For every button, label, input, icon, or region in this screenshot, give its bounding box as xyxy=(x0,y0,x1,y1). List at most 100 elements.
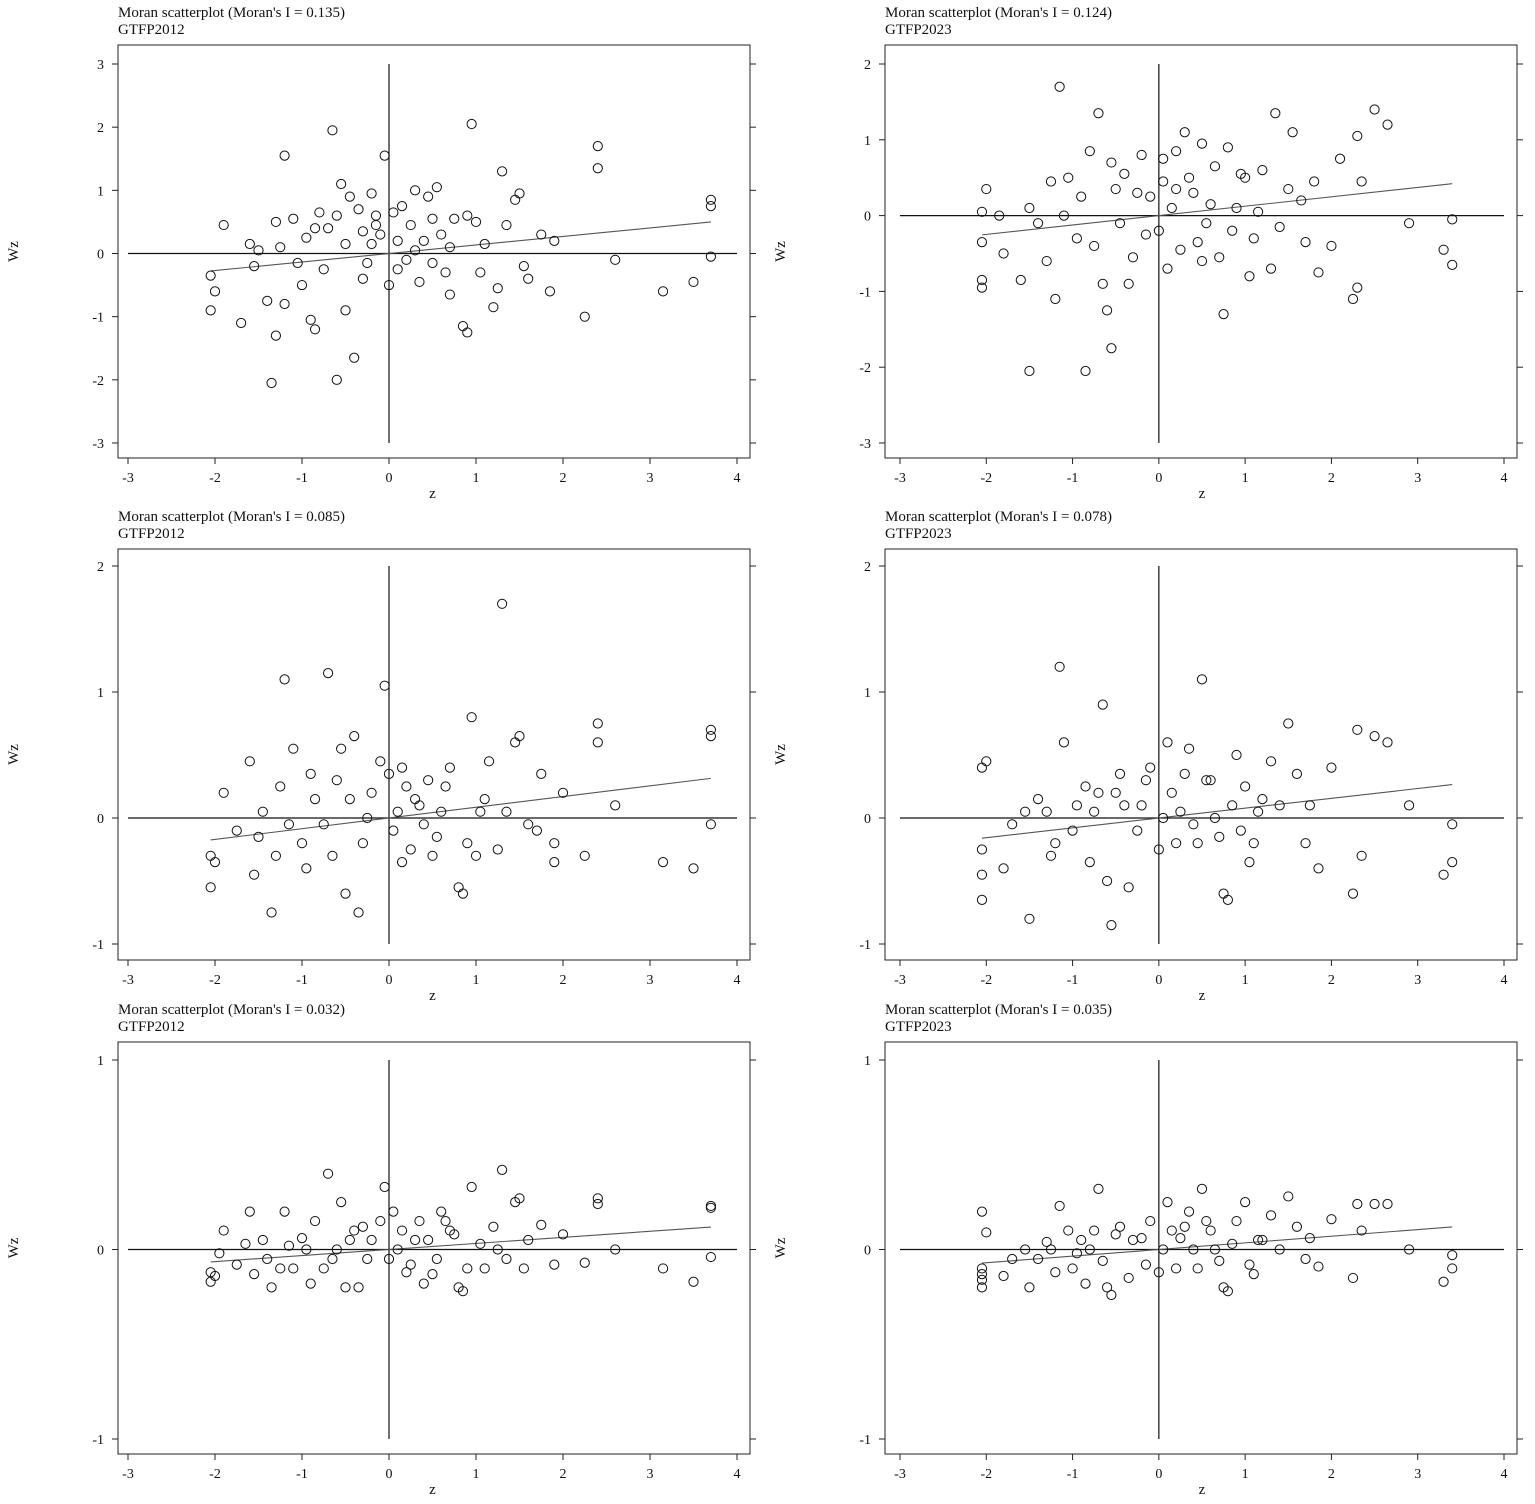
data-point xyxy=(405,219,416,231)
data-point xyxy=(981,183,992,195)
data-point xyxy=(1041,1236,1052,1248)
data-point xyxy=(1007,819,1018,830)
data-point xyxy=(327,125,338,136)
y-tick-label: 2 xyxy=(97,121,104,136)
data-point xyxy=(1106,157,1117,168)
data-point xyxy=(218,1225,229,1236)
data-point xyxy=(1240,1197,1251,1208)
data-point xyxy=(1274,1244,1285,1255)
data-point xyxy=(475,1238,486,1249)
data-point xyxy=(1140,1259,1152,1270)
data-point xyxy=(296,838,308,849)
data-point xyxy=(436,229,447,240)
data-point xyxy=(1123,882,1134,893)
data-point xyxy=(1032,794,1044,805)
data-point xyxy=(301,863,312,874)
y-axis-label: Wz xyxy=(773,241,789,262)
data-point xyxy=(1252,806,1264,817)
data-point xyxy=(1218,888,1229,899)
data-point xyxy=(536,229,547,240)
data-point xyxy=(340,888,351,899)
data-point xyxy=(1106,1289,1117,1301)
data-point xyxy=(1352,724,1363,735)
data-point xyxy=(344,794,355,805)
data-point xyxy=(318,264,329,275)
data-point xyxy=(440,781,451,792)
data-point xyxy=(657,857,669,868)
data-point xyxy=(366,787,377,798)
data-point xyxy=(410,794,421,805)
data-point xyxy=(1132,825,1143,836)
data-point xyxy=(976,869,988,880)
data-point xyxy=(1270,108,1281,119)
chart-subtitle: GTFP2023 xyxy=(885,22,952,38)
x-tick-label: 2 xyxy=(1328,1467,1335,1482)
data-point xyxy=(1205,1225,1216,1236)
data-point xyxy=(531,825,543,836)
scatter-panel-2: Moran scatterplot (Moran's I = 0.124)GTF… xyxy=(773,5,1523,502)
data-point xyxy=(610,800,621,811)
y-tick-label: -1 xyxy=(92,938,104,953)
x-tick-label: -2 xyxy=(980,471,992,486)
data-point xyxy=(366,1234,377,1246)
data-point xyxy=(423,1234,434,1246)
data-point xyxy=(457,888,469,899)
data-point xyxy=(388,825,399,836)
data-point xyxy=(549,1259,560,1270)
data-point xyxy=(1252,1234,1264,1246)
data-point xyxy=(279,298,290,310)
data-point xyxy=(1024,913,1035,924)
x-tick-label: 3 xyxy=(1414,973,1421,988)
data-point xyxy=(1063,172,1074,183)
data-point xyxy=(549,838,560,849)
data-point xyxy=(1283,183,1294,195)
data-point xyxy=(523,1234,534,1246)
data-point xyxy=(244,238,255,250)
data-point xyxy=(323,668,334,679)
data-point xyxy=(270,330,281,341)
data-point xyxy=(1214,252,1225,263)
data-point xyxy=(440,267,451,278)
data-point xyxy=(283,819,295,830)
data-point xyxy=(514,188,525,199)
data-point xyxy=(449,213,460,224)
data-point xyxy=(657,1263,669,1274)
data-point xyxy=(1248,1269,1259,1280)
data-point xyxy=(279,150,290,161)
data-point xyxy=(557,787,569,798)
data-point xyxy=(1171,1263,1182,1274)
data-point xyxy=(405,844,416,855)
data-point xyxy=(610,254,621,265)
data-point xyxy=(462,327,473,338)
chart-title: Moran scatterplot (Moran's I = 0.035) xyxy=(885,1002,1112,1018)
x-tick-label: 0 xyxy=(386,471,393,486)
y-tick-label: -1 xyxy=(92,1433,104,1448)
data-point xyxy=(1209,161,1221,172)
data-point xyxy=(1201,1215,1212,1227)
data-point xyxy=(976,282,988,293)
data-point xyxy=(318,1263,329,1274)
data-point xyxy=(1045,1244,1057,1255)
data-point xyxy=(205,850,216,861)
x-tick-label: -1 xyxy=(296,973,308,988)
data-point xyxy=(1438,244,1449,255)
x-axis-label: z xyxy=(1199,486,1206,502)
data-point xyxy=(1447,1263,1458,1274)
data-point xyxy=(1058,210,1070,221)
data-point xyxy=(1140,229,1152,240)
data-point xyxy=(262,295,273,306)
y-axis-label: Wz xyxy=(773,1237,789,1258)
data-point xyxy=(1447,214,1458,225)
data-point xyxy=(981,1227,992,1238)
data-point xyxy=(266,377,277,389)
data-point xyxy=(1106,343,1117,354)
data-point xyxy=(1101,875,1113,887)
data-point xyxy=(1352,282,1363,293)
x-tick-label: 0 xyxy=(1155,973,1162,988)
data-point xyxy=(362,257,373,269)
data-point xyxy=(1175,806,1186,817)
data-point xyxy=(497,1164,508,1176)
chart-title: Moran scatterplot (Moran's I = 0.078) xyxy=(885,509,1112,525)
data-point xyxy=(501,1253,512,1265)
